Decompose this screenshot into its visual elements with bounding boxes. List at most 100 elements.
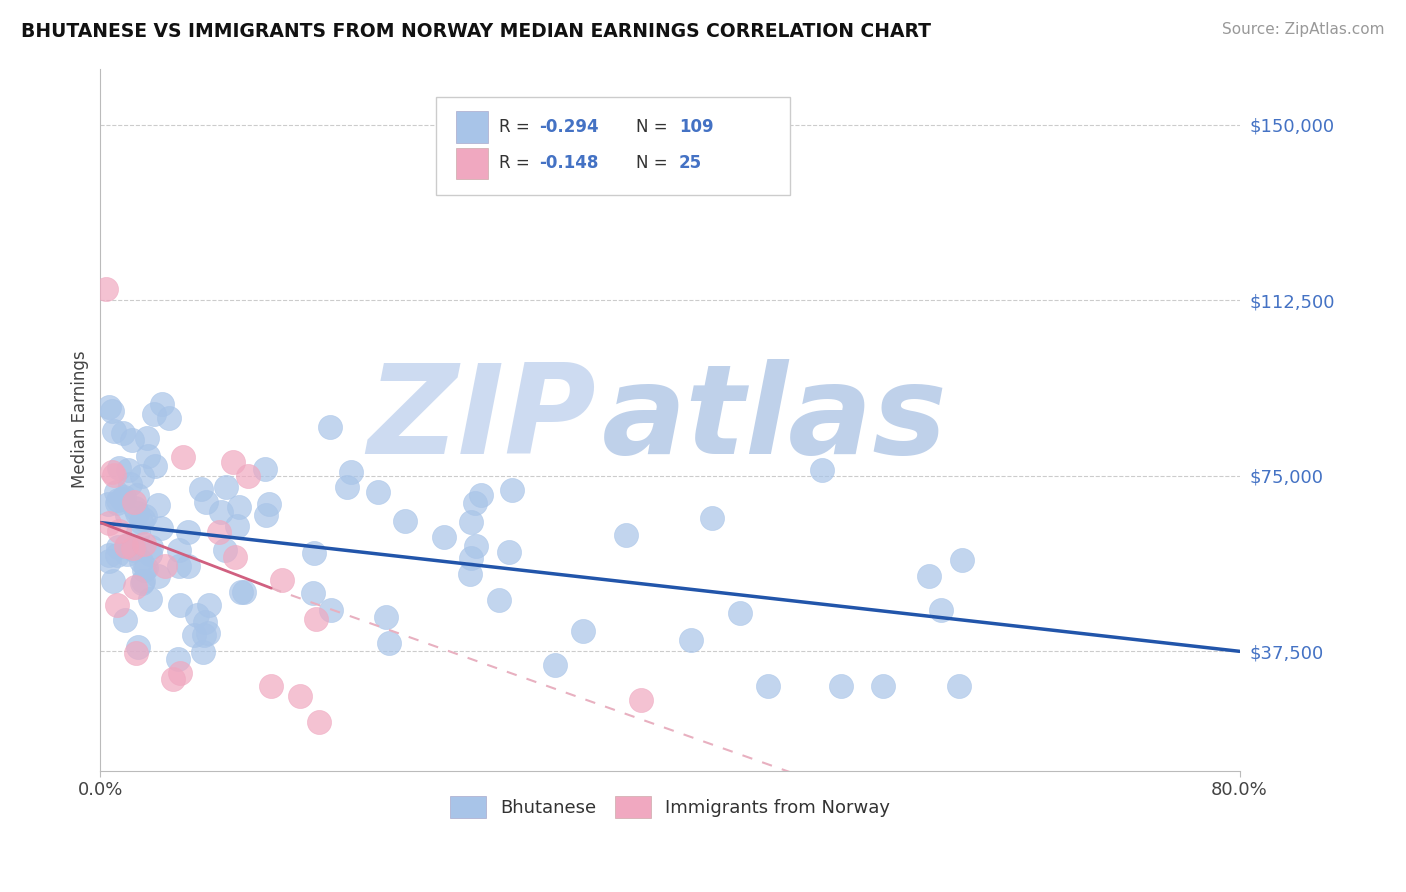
Point <box>127 640 149 654</box>
Point <box>108 524 131 539</box>
Point <box>131 469 153 483</box>
Point <box>948 680 970 694</box>
Point <box>288 689 311 703</box>
Point <box>375 610 398 624</box>
Point <box>139 540 162 554</box>
Point <box>117 538 139 552</box>
Point <box>177 559 200 574</box>
Text: -0.294: -0.294 <box>538 118 599 136</box>
Point <box>236 468 259 483</box>
Point <box>544 657 567 672</box>
Point <box>630 693 652 707</box>
Point <box>167 559 190 574</box>
Point <box>117 547 139 561</box>
Point <box>186 608 208 623</box>
Point <box>308 715 330 730</box>
Point <box>125 506 148 520</box>
Point <box>129 554 152 568</box>
Point <box>830 680 852 694</box>
Point <box>104 485 127 500</box>
Point <box>367 485 389 500</box>
Point <box>162 672 184 686</box>
Point <box>193 615 215 629</box>
Point <box>105 598 128 612</box>
Point <box>183 628 205 642</box>
Point <box>256 508 278 522</box>
Point <box>127 488 149 502</box>
Point <box>142 407 165 421</box>
Point <box>98 400 121 414</box>
Point <box>679 632 702 647</box>
Point <box>148 569 170 583</box>
Point <box>111 492 134 507</box>
Point <box>159 411 181 425</box>
Point <box>146 499 169 513</box>
Point <box>131 575 153 590</box>
Point <box>108 460 131 475</box>
Point <box>209 505 232 519</box>
Point <box>167 542 190 557</box>
Point <box>872 680 894 694</box>
Point <box>97 497 120 511</box>
Point <box>918 569 941 583</box>
Point <box>149 521 172 535</box>
Point <box>105 496 128 510</box>
Point <box>136 450 159 464</box>
Point <box>498 544 520 558</box>
Point <box>150 397 173 411</box>
Point <box>460 550 482 565</box>
Point <box>107 493 129 508</box>
Point <box>132 563 155 577</box>
Point <box>136 431 159 445</box>
Point <box>131 512 153 526</box>
Point <box>190 482 212 496</box>
Point <box>231 585 253 599</box>
Point <box>131 515 153 529</box>
Point <box>271 574 294 588</box>
Point <box>169 599 191 613</box>
Point <box>125 646 148 660</box>
Point <box>700 511 723 525</box>
Point <box>114 613 136 627</box>
Point <box>122 495 145 509</box>
Point <box>98 516 121 531</box>
Point <box>378 635 401 649</box>
Point <box>433 530 456 544</box>
Point <box>336 480 359 494</box>
Point <box>318 420 340 434</box>
Point <box>139 547 162 561</box>
Text: 25: 25 <box>679 154 702 172</box>
Point <box>756 680 779 694</box>
Point <box>107 540 129 554</box>
Point <box>950 553 973 567</box>
Point <box>98 548 121 562</box>
Point <box>115 508 138 523</box>
Point <box>177 524 200 539</box>
Point <box>127 524 149 539</box>
Point <box>121 434 143 448</box>
Text: ZIP: ZIP <box>367 359 596 480</box>
Point <box>394 514 416 528</box>
Point <box>614 528 637 542</box>
Point <box>139 591 162 606</box>
Point <box>97 554 120 568</box>
Point <box>101 404 124 418</box>
Point <box>172 450 194 464</box>
Point <box>132 574 155 589</box>
Point <box>488 592 510 607</box>
Text: BHUTANESE VS IMMIGRANTS FROM NORWAY MEDIAN EARNINGS CORRELATION CHART: BHUTANESE VS IMMIGRANTS FROM NORWAY MEDI… <box>21 22 931 41</box>
Text: R =: R = <box>499 118 536 136</box>
Text: atlas: atlas <box>602 359 948 480</box>
Text: N =: N = <box>636 118 672 136</box>
Point <box>207 525 229 540</box>
Point <box>572 624 595 639</box>
Point <box>319 603 342 617</box>
Point <box>112 490 135 504</box>
Point <box>460 515 482 529</box>
Point <box>124 580 146 594</box>
Point <box>728 606 751 620</box>
Point <box>302 546 325 560</box>
Text: -0.148: -0.148 <box>538 154 599 172</box>
Point <box>214 542 236 557</box>
Point <box>222 455 245 469</box>
